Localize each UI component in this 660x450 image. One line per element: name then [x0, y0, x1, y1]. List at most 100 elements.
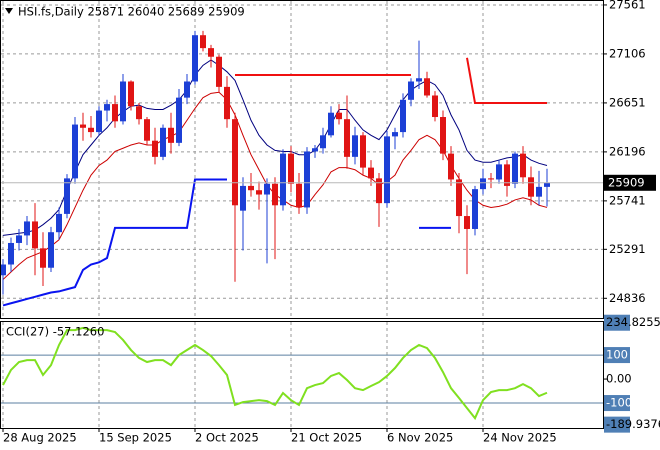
candle-body: [40, 248, 46, 268]
candle-body: [64, 178, 70, 214]
candle-body: [488, 178, 494, 180]
candle-body: [344, 119, 350, 157]
candle-body: [224, 86, 230, 120]
candle-body: [168, 127, 174, 143]
candle-body: [32, 221, 38, 249]
x-tick-label: 15 Sep 2025: [99, 431, 172, 445]
main-panel-border: [0, 0, 604, 319]
candle-body: [304, 151, 310, 208]
candle-body: [392, 132, 398, 137]
x-tick-label: 21 Oct 2025: [291, 431, 362, 445]
plot-layer: [0, 1, 603, 428]
y-tick-label: 25741: [609, 193, 646, 207]
candle-body: [264, 183, 270, 195]
candle-body: [128, 81, 134, 107]
candle-body: [176, 97, 182, 143]
indicator-line: [2, 326, 548, 421]
candle-body: [208, 48, 214, 57]
candle-body: [480, 178, 486, 190]
indicator-y-tick-label: -100: [606, 396, 632, 410]
y-tick-label: 27106: [609, 46, 646, 60]
candle-body: [144, 119, 150, 141]
candle-body: [424, 78, 430, 96]
candle-body: [416, 78, 422, 82]
candle-body: [80, 124, 86, 128]
candle-body: [160, 127, 166, 157]
candle-body: [536, 186, 542, 197]
candle-body: [440, 117, 446, 154]
indicator-tick-tag: [604, 395, 630, 412]
candle-body: [504, 164, 510, 186]
y-tick-label: 26196: [609, 144, 646, 158]
candle-body: [200, 35, 206, 49]
indicator-y-tick-label: 0.00: [606, 372, 632, 386]
x-tick-label: 2 Oct 2025: [195, 431, 259, 445]
current-price-tag: [604, 174, 656, 191]
candle-body: [232, 119, 238, 206]
candle-body: [248, 185, 254, 191]
candle-body: [456, 179, 462, 217]
candle-body: [104, 104, 110, 111]
candle-body: [408, 81, 414, 100]
y-tick-label: 27561: [609, 0, 646, 11]
candle-body: [528, 177, 534, 197]
indicator-tick-tag: [604, 416, 630, 433]
indicator-tick-tag: [604, 347, 630, 364]
candle-body: [0, 264, 6, 276]
candle-body: [256, 190, 262, 195]
candle-body: [72, 124, 78, 179]
candle-body: [384, 136, 390, 204]
candle-body: [432, 95, 438, 118]
indicator-title: CCI(27) -57.1260: [6, 325, 104, 339]
candle-body: [352, 135, 358, 157]
overlay-line: [2, 59, 548, 236]
candle-body: [328, 112, 334, 136]
indicator-y-tick-label: -189.9376: [606, 417, 660, 431]
y-tick-label: 25291: [609, 242, 646, 256]
candle-body: [472, 189, 478, 229]
candle-body: [152, 140, 158, 157]
candle-body: [280, 153, 286, 206]
current-price-label: 25909: [608, 175, 645, 189]
candle-body: [56, 213, 62, 233]
indicator-panel-border: [0, 321, 604, 429]
candle-body: [512, 153, 518, 184]
x-tick-label: 6 Nov 2025: [387, 431, 453, 445]
candle-body: [296, 183, 302, 208]
candle-body: [8, 242, 14, 265]
symbol-menu-icon[interactable]: [5, 8, 13, 14]
candle-body: [240, 185, 246, 211]
candle-body: [120, 81, 126, 122]
candle-body: [448, 153, 454, 180]
candle-body: [16, 235, 22, 243]
candle-body: [272, 183, 278, 206]
candle-body: [496, 164, 502, 180]
indicator-tick-tag: [604, 314, 630, 331]
y-tick-label: 26651: [609, 95, 646, 109]
candle-body: [112, 104, 118, 122]
x-tick-label: 28 Aug 2025: [3, 431, 77, 445]
candle-body: [88, 127, 94, 133]
candle-body: [216, 56, 222, 87]
candle-body: [360, 135, 366, 168]
candle-body: [96, 110, 102, 133]
candle-body: [320, 135, 326, 149]
candle-body: [464, 216, 470, 229]
candle-body: [520, 153, 526, 178]
candle-body: [312, 148, 318, 152]
indicator-y-tick-label: 100: [606, 348, 628, 362]
y-tick-label: 24836: [609, 291, 646, 305]
chart-title: HSI.fs,Daily 25871 26040 25689 25909: [18, 5, 245, 19]
candle-body: [288, 153, 294, 184]
candle-body: [192, 35, 198, 82]
x-tick-label: 24 Nov 2025: [483, 431, 557, 445]
candle-body: [368, 167, 374, 179]
candle-body: [376, 178, 382, 204]
candle-body: [400, 99, 406, 133]
candle-body: [336, 112, 342, 120]
candle-body: [136, 106, 142, 120]
overlay-line: [2, 178, 227, 307]
overlay-line: [466, 57, 547, 105]
